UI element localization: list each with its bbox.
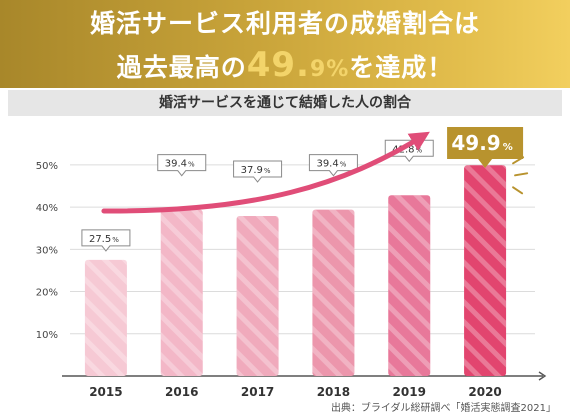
headline-banner: 婚活サービス利用者の成婚割合は 過去最高の49.9%を達成！ <box>0 0 570 88</box>
data-label-box-2017 <box>233 160 283 183</box>
data-label-box-2015 <box>81 229 131 252</box>
headline-number: 49. <box>246 45 310 85</box>
y-tick-label-40: 40% <box>36 203 58 214</box>
bar-stripes-2015 <box>84 259 127 376</box>
x-axis-arrow <box>538 371 547 381</box>
chart-subtitle: 婚活サービスを通じて結婚した人の割合 <box>8 90 562 116</box>
trend-arrow <box>101 131 430 214</box>
data-label-unit-2019: % <box>416 146 423 154</box>
y-tick-label-50: 50% <box>36 161 58 172</box>
data-label-2015: 27.5% <box>89 234 119 245</box>
highlight-callout-box <box>447 127 524 168</box>
data-label-unit-2015: % <box>112 236 119 244</box>
x-tick-label-2017: 2017 <box>241 385 274 399</box>
data-label-2018: 39.4% <box>316 159 346 170</box>
x-tick-label-2019: 2019 <box>393 385 426 399</box>
data-label-box-2016 <box>157 154 207 177</box>
bar-stripes-2020 <box>464 165 507 376</box>
data-label-2017: 37.9% <box>241 165 271 176</box>
burst-line-0 <box>512 156 525 165</box>
source-note: 出典：ブライダル総研調べ「婚活実態調査2021」 <box>330 403 556 414</box>
y-tick-label-20: 20% <box>36 288 58 299</box>
burst-line-1 <box>514 172 529 177</box>
data-label-unit-2016: % <box>188 161 195 169</box>
bar-stripes-2017 <box>236 215 279 376</box>
burst-line-2 <box>512 186 524 195</box>
headline-line-2: 過去最高の49.9%を達成！ <box>0 46 570 89</box>
headline-prefix: 過去最高の <box>116 53 247 82</box>
x-tick-label-2018: 2018 <box>317 385 350 399</box>
headline-line-1: 婚活サービス利用者の成婚割合は <box>89 9 480 38</box>
data-label-unit-2020: % <box>503 142 513 153</box>
headline-number-small: 9% <box>309 57 350 82</box>
bar-stripes-2019 <box>388 195 431 376</box>
x-tick-label-2020: 2020 <box>468 385 501 399</box>
bar-stripes-2016 <box>160 209 203 376</box>
y-tick-label-10: 10% <box>36 330 58 341</box>
bar-stripes-2018 <box>312 209 355 376</box>
headline-suffix: を達成！ <box>349 53 454 82</box>
y-tick-label-30: 30% <box>36 245 58 256</box>
x-tick-label-2015: 2015 <box>89 385 122 399</box>
data-label-2016: 39.4% <box>165 159 195 170</box>
data-label-unit-2017: % <box>264 167 271 175</box>
x-tick-label-2016: 2016 <box>165 385 198 399</box>
data-label-unit-2018: % <box>340 161 347 169</box>
data-label-box-2018 <box>308 154 358 177</box>
